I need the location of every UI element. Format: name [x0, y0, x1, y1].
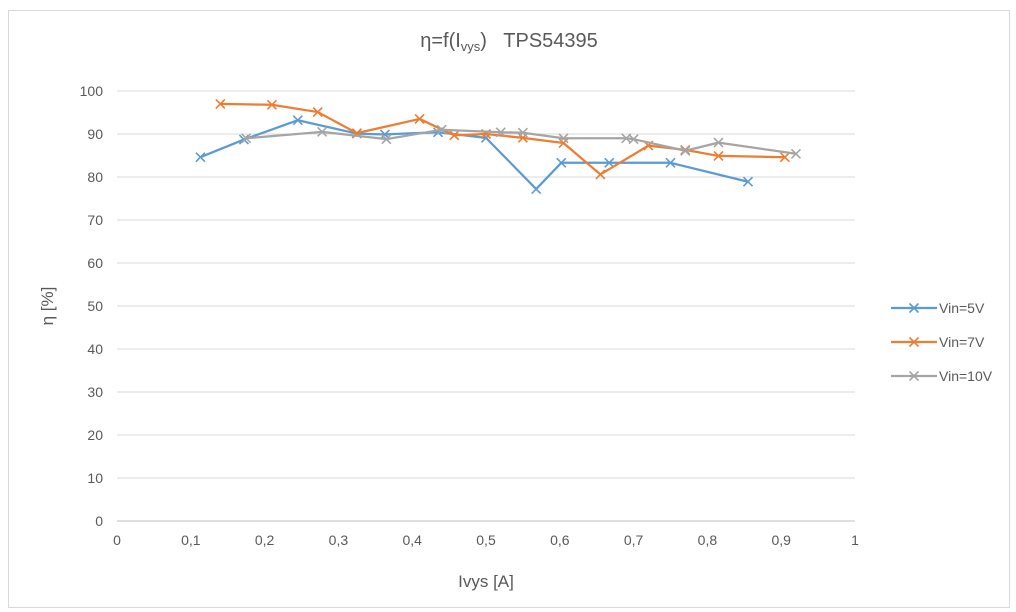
data-point-marker: [628, 134, 639, 145]
legend-label: Vin=7V: [939, 334, 985, 350]
data-point-marker: [556, 157, 567, 168]
x-tick-label: 0,4: [402, 532, 422, 548]
data-point-marker: [381, 134, 392, 145]
legend-marker: [908, 302, 920, 314]
data-point-marker: [790, 148, 802, 159]
legend-label: Vin=10V: [939, 368, 993, 384]
y-tick-label: 40: [87, 341, 103, 357]
series-lines: [195, 98, 802, 195]
x-axis-title: Ivys [A]: [458, 572, 514, 591]
data-point-marker: [595, 169, 606, 180]
title-suffix: TPS54395: [503, 30, 598, 52]
legend-item: Vin=10V: [891, 368, 993, 384]
y-tick-label: 0: [95, 513, 103, 529]
data-point-marker: [680, 145, 691, 156]
x-tick-label: 0,1: [181, 532, 201, 548]
data-point-marker: [414, 113, 425, 125]
data-point-marker: [558, 137, 569, 149]
series-3: [241, 124, 802, 159]
x-tick-label: 0,3: [329, 532, 349, 548]
data-point-marker: [436, 124, 447, 135]
series-2: [215, 98, 790, 180]
chart-title: η=f(Ivys) TPS54395: [420, 30, 598, 54]
y-tick-label: 100: [80, 83, 104, 99]
legend-label: Vin=5V: [939, 300, 985, 316]
y-tick-label: 50: [87, 298, 103, 314]
data-point-marker: [779, 152, 790, 163]
chart-area: 0 10 20 30 40 50 60 70 80 90 100 0 0,1 0,2 0,3 0,4 0,5 0…: [8, 10, 1010, 608]
data-point-marker: [713, 150, 724, 161]
legend-marker: [908, 336, 920, 348]
data-point-marker: [312, 107, 323, 118]
y-axis-title: η [%]: [38, 287, 57, 326]
x-tick-label: 0,2: [255, 532, 275, 548]
data-point-marker: [604, 157, 615, 168]
gridlines: [117, 90, 855, 522]
x-tick-label: 0,7: [624, 532, 644, 548]
data-point-marker: [449, 130, 460, 141]
data-point-marker: [195, 152, 206, 163]
data-point-marker: [266, 99, 278, 110]
x-tick-label: 0: [113, 532, 121, 548]
y-tick-label: 10: [87, 470, 103, 486]
data-point-marker: [531, 183, 542, 195]
series-1: [195, 115, 754, 195]
y-tick-label: 90: [87, 126, 103, 142]
x-tick-label: 0,5: [476, 532, 496, 548]
legend-item: Vin=5V: [891, 300, 985, 316]
legend-marker: [908, 370, 920, 382]
data-point-marker: [495, 127, 506, 138]
data-point-marker: [215, 98, 226, 109]
data-point-marker: [292, 115, 303, 126]
data-point-marker: [742, 176, 754, 187]
data-point-marker: [317, 126, 328, 137]
x-tick-label: 1: [851, 532, 859, 548]
y-tick-label: 20: [87, 427, 103, 443]
data-point-marker: [517, 127, 528, 138]
y-tick-labels: 0 10 20 30 40 50 60 70 80 90 100: [80, 83, 104, 529]
data-point-marker: [558, 133, 569, 144]
y-tick-label: 70: [87, 212, 103, 228]
data-point-marker: [665, 157, 676, 168]
legend: Vin=5V Vin=7V Vin=10V: [891, 300, 993, 384]
series-line: [246, 128, 797, 155]
title-close: ): [480, 30, 487, 52]
x-tick-labels: 0 0,1 0,2 0,3 0,4 0,5 0,6 0,7 0,8 0,9 1: [113, 532, 859, 548]
x-tick-label: 0,6: [550, 532, 570, 548]
legend-item: Vin=7V: [891, 334, 985, 350]
series-line: [220, 102, 785, 176]
data-point-marker: [241, 133, 252, 144]
x-tick-label: 0,8: [698, 532, 718, 548]
y-tick-label: 30: [87, 384, 103, 400]
y-tick-label: 80: [87, 169, 103, 185]
title-subscript: vys: [461, 39, 481, 54]
y-tick-label: 60: [87, 255, 103, 271]
data-point-marker: [713, 137, 724, 148]
x-tick-label: 0,9: [771, 532, 791, 548]
